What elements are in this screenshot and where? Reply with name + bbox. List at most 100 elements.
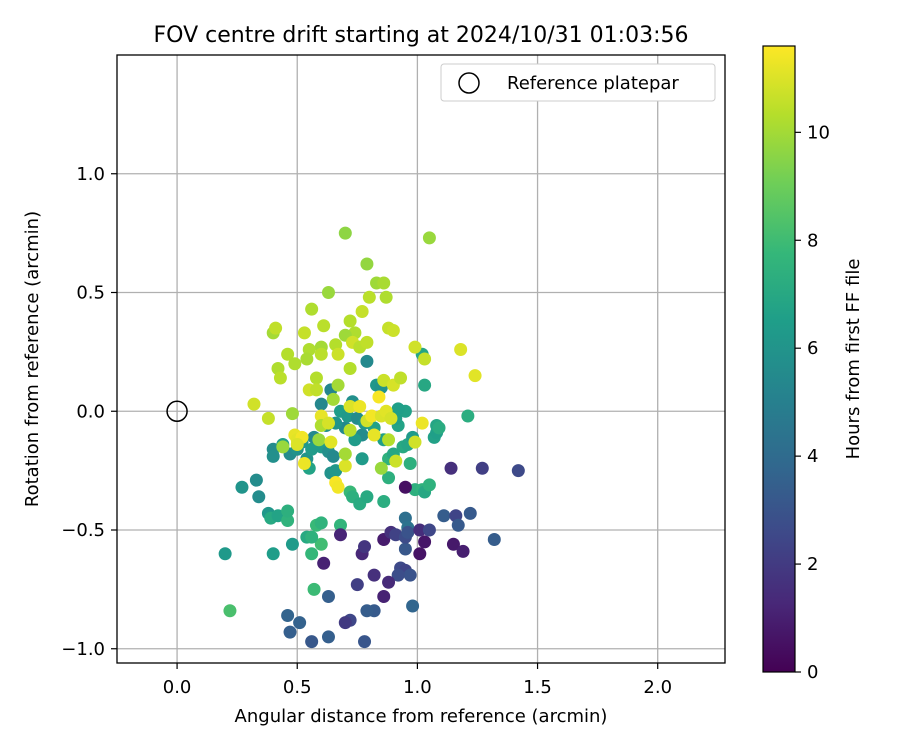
data-point: [281, 504, 295, 518]
data-point: [422, 478, 436, 492]
data-point: [454, 343, 468, 356]
colorbar-ticks: 0 2 4 6 8 10: [795, 122, 830, 683]
y-tick-label: 1.0: [76, 164, 105, 185]
data-point: [252, 490, 266, 504]
data-point: [321, 286, 335, 299]
data-point: [463, 506, 477, 520]
data-point: [398, 480, 412, 494]
data-point: [372, 390, 386, 404]
legend-label-reference: Reference platepar: [507, 73, 679, 94]
data-point: [314, 397, 328, 411]
data-point: [377, 373, 391, 387]
data-point: [355, 305, 369, 318]
data-point: [358, 635, 372, 649]
data-point: [475, 461, 489, 475]
x-axis-label: Angular distance from reference (arcmin): [235, 706, 608, 727]
data-point: [305, 635, 319, 649]
legend-marker-reference: [458, 72, 480, 94]
data-point: [418, 378, 432, 392]
data-point: [403, 457, 417, 470]
data-point: [451, 518, 465, 532]
data-point: [338, 616, 352, 630]
data-point: [276, 440, 290, 454]
colorbar-tick-label: 0: [807, 662, 818, 683]
data-point: [331, 378, 345, 392]
data-point: [365, 409, 379, 423]
data-point: [324, 435, 338, 449]
data-point: [418, 535, 432, 549]
data-point: [461, 409, 475, 423]
data-point: [391, 568, 405, 582]
x-tick-label: 0.0: [163, 677, 192, 698]
data-point: [314, 516, 328, 530]
x-axis-ticks: 0.0 0.5 1.0 1.5 2.0: [163, 663, 672, 698]
data-point: [293, 616, 307, 630]
data-point: [360, 604, 374, 618]
data-point: [273, 371, 287, 385]
legend-box: [440, 63, 716, 102]
data-point: [247, 397, 261, 411]
data-point: [309, 371, 323, 385]
data-point: [288, 357, 302, 371]
data-point: [249, 473, 263, 487]
data-point: [305, 442, 319, 456]
legend: Reference platepar: [440, 63, 716, 102]
data-point: [321, 416, 335, 430]
data-point: [360, 490, 374, 504]
data-point: [377, 276, 391, 290]
data-point: [422, 523, 436, 537]
x-tick-label: 1.5: [523, 677, 552, 698]
y-axis-ticks: −1.0 −0.5 0.0 0.5 1.0: [61, 164, 117, 660]
data-point: [374, 461, 388, 475]
data-point: [389, 454, 403, 468]
data-point: [456, 544, 470, 558]
data-point: [343, 400, 357, 413]
data-point: [314, 347, 328, 361]
data-point: [377, 495, 391, 508]
colorbar-tick-label: 6: [807, 338, 818, 359]
chart-title: FOV centre drift starting at 2024/10/31 …: [154, 23, 689, 48]
data-point: [218, 547, 232, 561]
data-point: [309, 383, 323, 397]
x-tick-label: 1.0: [403, 677, 432, 698]
x-tick-label: 2.0: [643, 677, 672, 698]
data-point: [358, 540, 372, 554]
data-point: [283, 625, 297, 639]
data-point: [382, 575, 396, 589]
colorbar-gradient: [762, 45, 796, 673]
colorbar: 0 2 4 6 8 10 Hours from first FF file: [762, 45, 864, 683]
data-point: [338, 447, 352, 461]
data-point: [394, 371, 408, 385]
data-point: [362, 290, 376, 304]
data-point: [446, 537, 460, 551]
data-point: [382, 471, 396, 485]
colorbar-tick-label: 8: [807, 230, 818, 251]
data-point: [398, 542, 412, 556]
data-point: [314, 537, 328, 551]
data-point: [408, 435, 422, 449]
data-point: [415, 416, 429, 430]
data-point: [317, 556, 331, 570]
data-point: [408, 340, 422, 354]
data-point: [329, 464, 343, 478]
data-point: [377, 590, 391, 603]
data-points: [166, 226, 525, 649]
data-point: [312, 433, 326, 447]
data-point: [297, 326, 311, 340]
data-point: [326, 449, 340, 463]
data-point: [266, 449, 280, 463]
reference-platepar-marker: [166, 400, 188, 422]
data-point: [285, 407, 299, 421]
data-point: [290, 438, 304, 451]
data-point: [401, 525, 415, 539]
data-point: [487, 533, 501, 546]
x-tick-label: 0.5: [283, 677, 312, 698]
data-point: [266, 547, 280, 561]
data-point: [317, 319, 331, 333]
data-point: [355, 452, 369, 466]
data-point: [333, 528, 347, 542]
data-point: [281, 514, 295, 527]
data-point: [386, 324, 400, 337]
data-point: [326, 392, 340, 406]
y-tick-label: 0.0: [76, 401, 105, 422]
